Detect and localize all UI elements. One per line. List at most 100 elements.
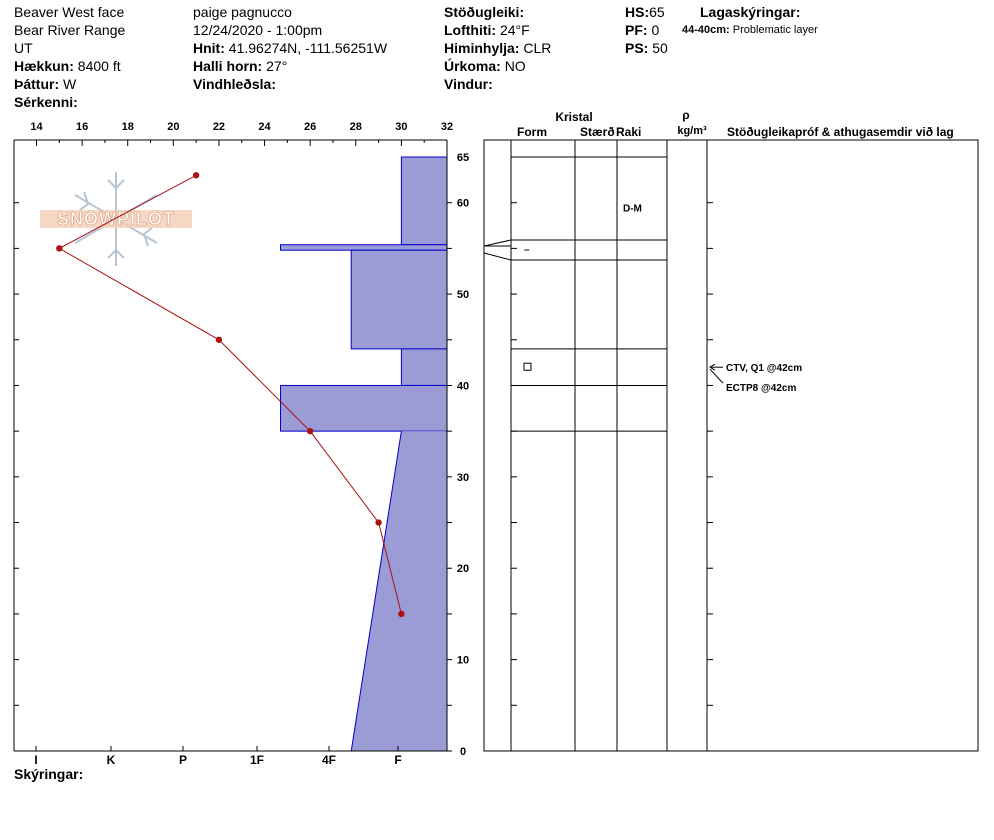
hardness-bar-3: [400, 348, 448, 386]
temp-tick-label-26: 26: [304, 121, 316, 133]
density-unit: kg/m³: [677, 125, 707, 137]
hs-label: HS:: [625, 4, 650, 20]
layer-note-range: 44-40cm:: [682, 24, 730, 36]
air-temp-label: Lofthiti:: [444, 22, 497, 38]
hardness-label-F: F: [394, 753, 401, 767]
hardness-label-4F: 4F: [322, 753, 336, 767]
layer-symbol-1: –: [524, 244, 530, 255]
location: Beaver West face: [14, 4, 125, 20]
crystal-header: Kristal: [555, 110, 592, 124]
density-symbol: ρ: [682, 108, 689, 122]
slope-label: Halli horn:: [193, 58, 263, 74]
test-arrowhead-0: [709, 363, 716, 371]
temp-point-5: [398, 610, 405, 618]
temp-tick-label-22: 22: [213, 121, 225, 133]
temp-point-2: [215, 336, 223, 343]
temp-profile-line: [58, 174, 402, 615]
aspect-value: W: [63, 76, 77, 92]
elevation: Hækkun: 8400 ft: [14, 58, 121, 74]
temp-tick-label-24: 24: [258, 121, 271, 133]
temp-tick-label-30: 30: [395, 121, 407, 133]
tests-header: Stöðugleikapróf & athugasemdir við lag: [727, 125, 954, 139]
air-temp: Lofthiti: 24°F: [444, 22, 530, 38]
sky-label: Himinhylja:: [444, 40, 520, 56]
layer-notes-label: Lagaskýringar:: [700, 4, 801, 20]
slope-value: 27°: [266, 58, 288, 74]
test-arrow-1: [709, 368, 724, 384]
hs: HS:65: [625, 4, 665, 20]
datetime: 12/24/2020 - 1:00pm: [193, 22, 323, 38]
depth-label-40: 40: [457, 380, 469, 392]
temp-point-4: [375, 519, 382, 526]
temp-tick-label-16: 16: [76, 121, 88, 133]
hardness-label-K: K: [107, 753, 116, 767]
temp-tick-label-28: 28: [350, 121, 362, 133]
precip: Úrkoma: NO: [444, 58, 526, 74]
elevation-label: Hækkun:: [14, 58, 74, 74]
depth-label-30: 30: [457, 472, 469, 484]
hardness-label-P: P: [179, 753, 187, 767]
aspect-label: Þáttur:: [14, 76, 60, 92]
right-frame: [483, 139, 979, 752]
logo-band: [40, 210, 192, 228]
hs-value: 65: [649, 4, 665, 20]
hardness-bar-4: [280, 384, 448, 432]
temp-point-0: [192, 172, 200, 179]
wind-loading-label: Vindhleðsla:: [193, 76, 276, 92]
coords-value: 41.96274N, -111.56251W: [228, 40, 388, 56]
features-label: Sérkenni:: [14, 94, 78, 110]
precip-label: Úrkoma:: [444, 58, 501, 74]
hardness-bar-1: [280, 244, 448, 251]
pf: PF: 0: [625, 22, 659, 38]
depth-label-60: 60: [457, 198, 469, 210]
snowpilot-logo: SNOWPILOT: [40, 172, 192, 266]
sky-value: CLR: [523, 40, 552, 56]
aspect: Þáttur: W: [14, 76, 76, 92]
hardness-label-1F: 1F: [250, 753, 264, 767]
temp-point-1: [56, 245, 63, 252]
coords-label: Hnit:: [193, 40, 225, 56]
layer-note-text: Problematic layer: [732, 24, 818, 36]
layer-symbol-0: D-M: [623, 203, 642, 214]
pf-value: 0: [651, 22, 660, 38]
depth-label-0: 0: [460, 746, 466, 758]
layer-connector-thin: [483, 239, 512, 261]
temp-tick-label-14: 14: [30, 121, 43, 133]
hardness-label-I: I: [34, 753, 37, 767]
elevation-value: 8400 ft: [77, 58, 121, 74]
size-header: Stærð: [580, 125, 615, 139]
depth-label-65: 65: [457, 152, 469, 164]
hardness-bar-0: [400, 156, 448, 246]
ps-label: PS:: [625, 40, 649, 56]
ps-value: 50: [652, 40, 668, 56]
hardness-gradient-edge: [350, 431, 402, 752]
precip-value: NO: [504, 58, 526, 74]
notes-label: Skýringar:: [14, 766, 84, 782]
logo-text: SNOWPILOT: [57, 209, 175, 229]
temp-tick-label-32: 32: [441, 121, 453, 133]
layer-note: 44-40cm: Problematic layer: [682, 24, 818, 37]
depth-label-50: 50: [457, 289, 469, 301]
observer: paige pagnucco: [193, 4, 292, 20]
wind-label: Vindur:: [444, 76, 493, 92]
ps: PS: 50: [625, 40, 668, 56]
air-temp-value: 24°F: [499, 22, 530, 38]
moisture-header: Raki: [616, 125, 641, 139]
range: Bear River Range: [14, 22, 126, 38]
state: UT: [14, 40, 33, 56]
sky: Himinhylja: CLR: [444, 40, 551, 56]
stability-test-0: CTV, Q1 @42cm: [726, 363, 802, 374]
coords: Hnit: 41.96274N, -111.56251W: [193, 40, 387, 56]
slope: Halli horn: 27°: [193, 58, 287, 74]
stability-test-1: ECTP8 @42cm: [726, 383, 796, 394]
hardness-gradient: [351, 431, 447, 751]
hardness-bar-2: [350, 249, 448, 350]
temp-tick-label-18: 18: [122, 121, 134, 133]
temp-tick-label-20: 20: [167, 121, 179, 133]
temp-point-3: [306, 427, 314, 435]
depth-label-10: 10: [457, 655, 469, 667]
layer-symbol-2: [523, 362, 532, 371]
pf-label: PF:: [625, 22, 648, 38]
stability-label: Stöðugleiki:: [444, 4, 525, 20]
